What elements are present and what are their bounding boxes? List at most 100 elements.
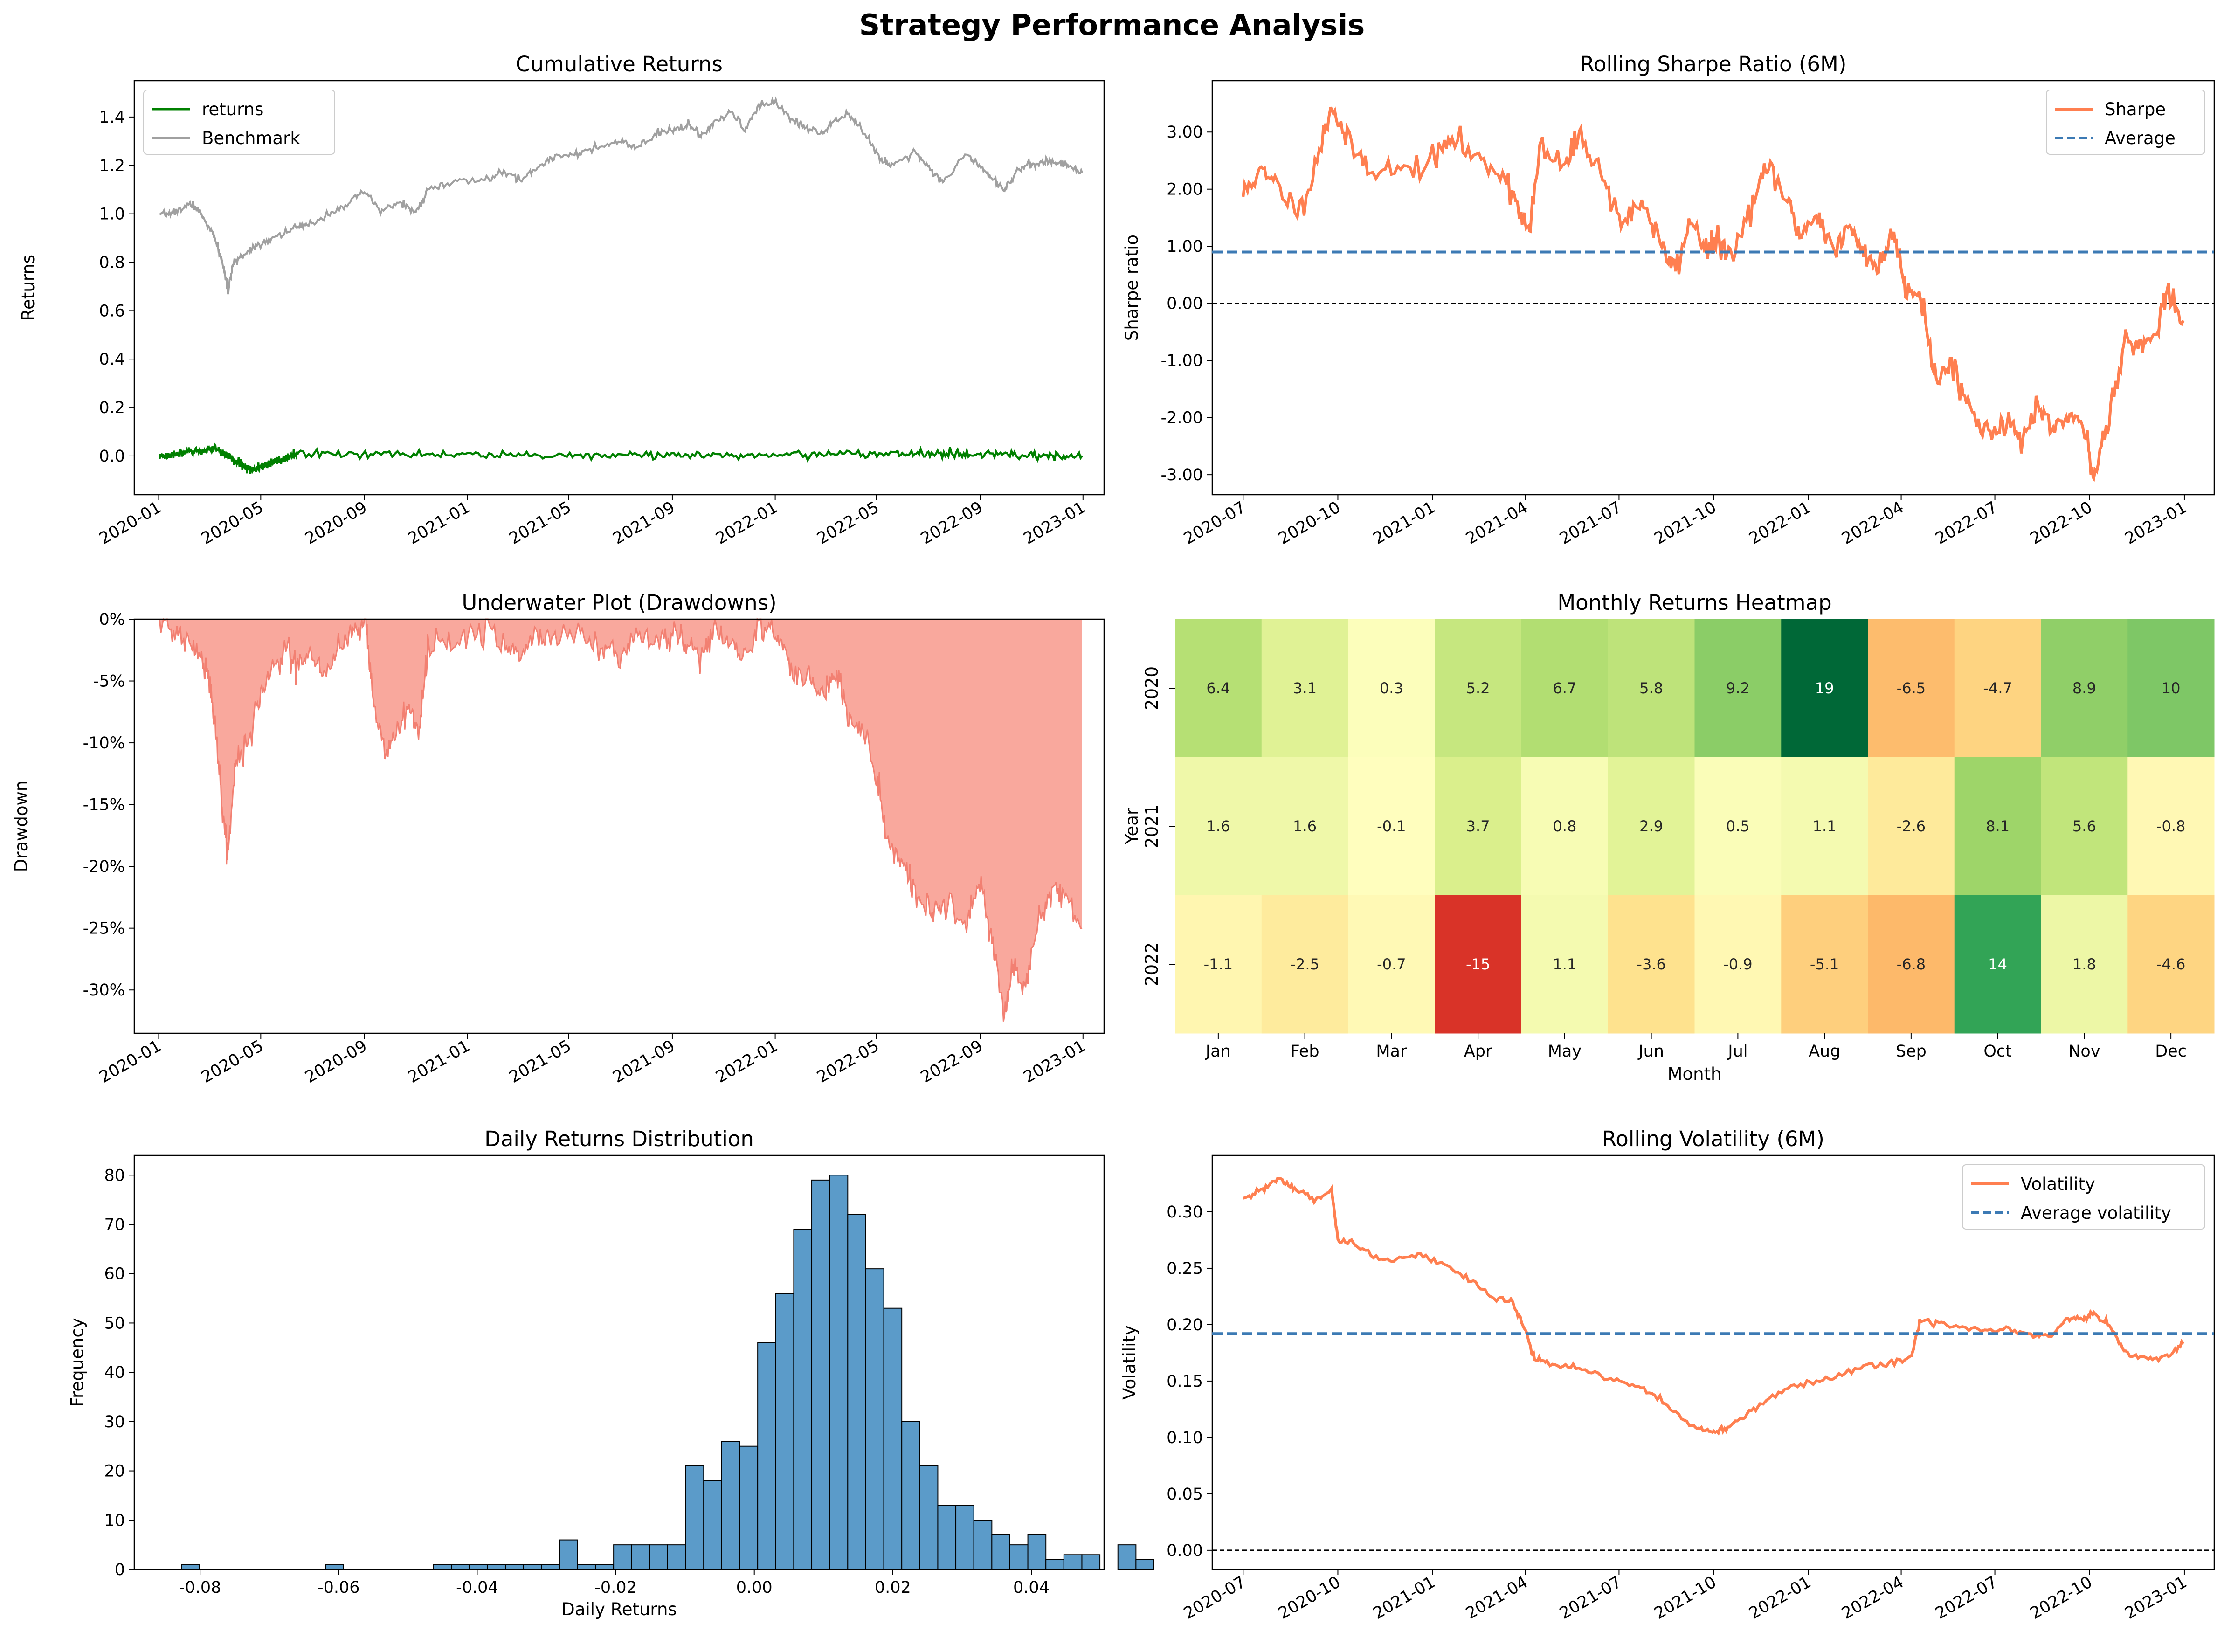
y-tick-label: 50: [104, 1314, 125, 1333]
heatmap-cell-label: 0.5: [1726, 817, 1750, 835]
heatmap-cell: [1781, 757, 1868, 896]
heatmap-cell-label: -6.5: [1897, 679, 1926, 697]
heatmap-cell-label: 9.2: [1726, 679, 1750, 697]
heatmap-cell-label: 5.6: [2072, 817, 2096, 835]
y-tick-label: -15%: [83, 796, 125, 815]
x-tick-label: 0.02: [875, 1578, 911, 1597]
x-tick-label: 2023-01: [1021, 1037, 1089, 1087]
y-tick-label: 40: [104, 1363, 125, 1382]
x-tick-label: Sep: [1896, 1042, 1927, 1061]
x-tick-label: 2021-01: [1370, 498, 1438, 548]
heatmap-cell-label: 0.8: [1553, 817, 1576, 835]
y-tick-label: 0.00: [1167, 1541, 1203, 1560]
y-tick-label: 2022: [1142, 942, 1162, 986]
heatmap-cell: [1435, 757, 1522, 896]
heatmap-cell-label: -4.7: [1983, 679, 2012, 697]
x-tick-label: 2022-09: [918, 498, 986, 548]
x-tick-label: May: [1548, 1042, 1582, 1061]
y-tick-label: 3.00: [1167, 123, 1203, 142]
histogram-bar: [667, 1544, 686, 1570]
legend-label: Sharpe: [2105, 99, 2166, 119]
legend-label: Average: [2105, 128, 2176, 148]
legend-label: Volatility: [2021, 1174, 2095, 1194]
histogram-bar: [955, 1505, 974, 1570]
heatmap-cell-label: 19: [1815, 679, 1834, 697]
y-tick-label: 1.00: [1167, 237, 1203, 256]
heatmap-cell: [1521, 619, 1609, 758]
x-tick-label: 2021-05: [506, 498, 574, 548]
y-tick-label: 0.2: [99, 399, 125, 417]
heatmap-cell: [1261, 619, 1348, 758]
y-axis-label: Drawdown: [11, 781, 31, 872]
sharpe-line: [1242, 106, 2185, 483]
x-tick-label: 2020-01: [96, 1037, 165, 1087]
heatmap-cell: [1954, 619, 2041, 758]
plot-frame: [133, 618, 1105, 1034]
heatmap-cell: [2041, 619, 2128, 758]
y-tick-label: 60: [104, 1265, 125, 1284]
x-tick-label: -0.08: [179, 1578, 221, 1597]
panel-title: Daily Returns Distribution: [484, 1127, 754, 1151]
heatmap-cell-label: 6.4: [1206, 679, 1230, 697]
x-tick-label: Jul: [1727, 1042, 1747, 1061]
histogram-bar: [973, 1520, 993, 1570]
x-tick-label: -0.02: [594, 1578, 637, 1597]
heatmap-cell-label: 10: [2162, 679, 2181, 697]
heatmap-cell-label: -5.1: [1810, 955, 1839, 973]
histogram-bar: [631, 1544, 650, 1570]
x-tick-label: 2022-05: [814, 498, 882, 548]
panel-title: Rolling Sharpe Ratio (6M): [1580, 52, 1847, 76]
heatmap-cell: [1435, 619, 1522, 758]
heatmap-cell-label: -0.9: [1723, 955, 1752, 973]
histogram-bar: [775, 1293, 794, 1570]
panels: Cumulative Returns Returns 0.0 0.2 0.4 0.6 0.8…: [11, 52, 2215, 1623]
heatmap-cell-label: -0.7: [1377, 955, 1406, 973]
heatmap-cell: [1348, 619, 1435, 758]
histogram-bar: [433, 1564, 452, 1570]
histogram-bar: [181, 1564, 200, 1570]
x-tick-label: 2023-01: [2122, 498, 2190, 548]
y-tick-label: 0.20: [1167, 1316, 1203, 1334]
x-tick-label: 2021-01: [405, 498, 473, 548]
heatmap-cell: [1694, 895, 1782, 1034]
x-tick-label: 2020-09: [302, 498, 371, 548]
histogram-bar: [793, 1229, 813, 1570]
heatmap-cell: [1608, 757, 1695, 896]
y-tick-label: 0.8: [99, 253, 125, 272]
y-tick-label: 0.00: [1167, 295, 1203, 313]
y-tick-label: 2021: [1142, 804, 1162, 848]
x-tick-label: Jan: [1205, 1042, 1231, 1061]
x-tick-label: Feb: [1291, 1042, 1319, 1061]
x-tick-label: 2020-05: [198, 498, 267, 548]
y-axis-label: Volatility: [1119, 1325, 1140, 1400]
heatmap-cell: [2127, 895, 2215, 1034]
heatmap-cell: [1954, 757, 2041, 896]
heatmap-cell-label: 5.8: [1639, 679, 1663, 697]
histogram-bar: [811, 1179, 830, 1570]
y-tick-label: 0.05: [1167, 1485, 1203, 1504]
x-tick-label: 2021-10: [1651, 498, 1720, 548]
histogram-bar: [487, 1564, 506, 1570]
x-tick-label: 2020-10: [1275, 1573, 1344, 1623]
heatmap-cell-label: 0.3: [1380, 679, 1403, 697]
x-tick-label: 2022-10: [2027, 1573, 2096, 1623]
heatmap-cell: [1781, 619, 1868, 758]
heatmap-cell: [1608, 895, 1695, 1034]
histogram-bar: [1117, 1544, 1137, 1570]
rolling-volatility-panel: Rolling Volatility (6M) Volatility 0.00 0.0…: [1119, 1127, 2215, 1623]
x-axis-label: Daily Returns: [561, 1599, 677, 1619]
legend-label: returns: [202, 99, 263, 119]
x-axis-label: Month: [1668, 1064, 1722, 1084]
y-tick-label: 0.25: [1167, 1259, 1203, 1278]
panel-title: Underwater Plot (Drawdowns): [462, 590, 776, 615]
y-tick-label: -20%: [83, 857, 125, 876]
y-tick-label: 80: [104, 1166, 125, 1185]
returns-histogram-panel: Daily Returns Distribution Frequency 0 10 20…: [67, 1127, 1154, 1619]
y-tick-label: 20: [104, 1462, 125, 1481]
y-tick-label: 1.0: [99, 205, 125, 224]
x-tick-label: 2022-07: [1932, 1573, 2001, 1623]
x-tick-label: 0.00: [736, 1578, 773, 1597]
legend-label: Average volatility: [2021, 1203, 2171, 1223]
y-tick-label: 1.2: [99, 157, 125, 175]
